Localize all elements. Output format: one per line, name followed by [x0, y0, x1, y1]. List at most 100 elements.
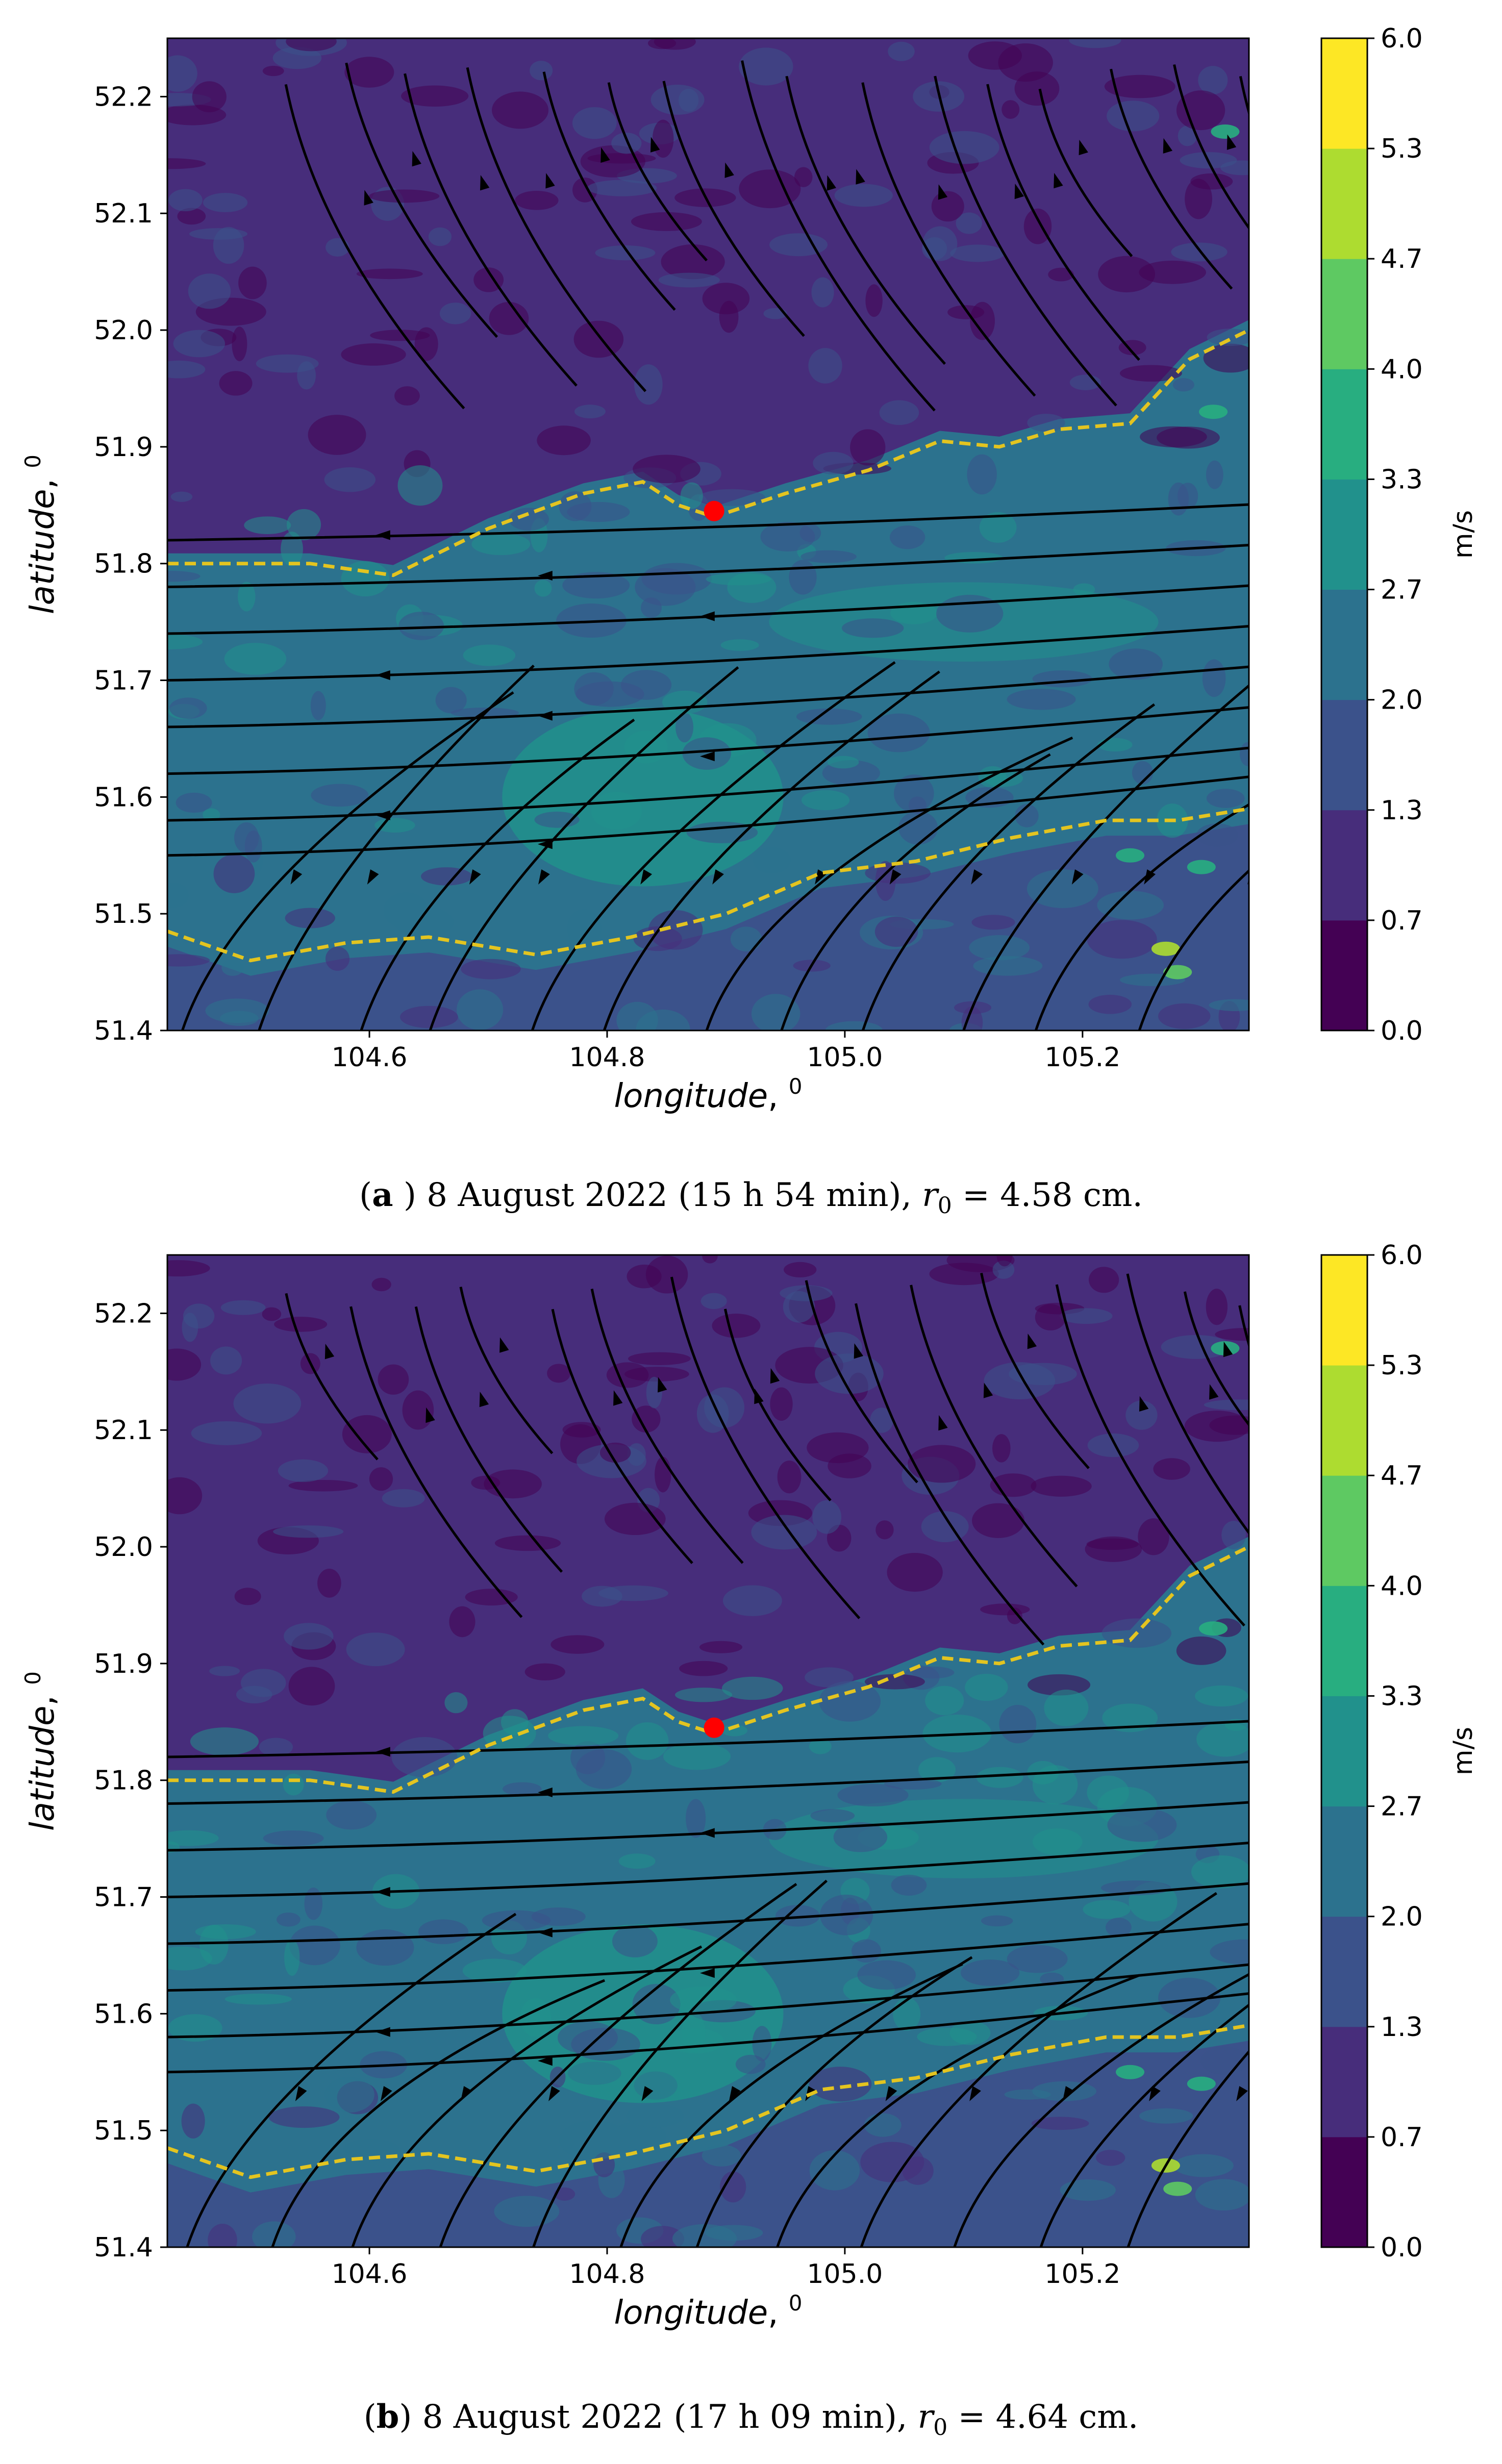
streamline — [780, 753, 1051, 1030]
streamline — [855, 1303, 1045, 1646]
field-texture-blob — [727, 571, 777, 603]
field-texture-blob — [167, 158, 206, 169]
streamline — [986, 84, 1140, 361]
colorbar-segment — [1321, 1806, 1367, 1917]
streamline-arrow — [856, 169, 865, 185]
field-texture-blob — [587, 180, 657, 196]
y-tick-label: 51.5 — [94, 2116, 153, 2146]
field-texture-blob — [259, 1738, 293, 1756]
field-texture-blob — [1015, 804, 1039, 827]
caption-r-sub: 0 — [933, 2414, 948, 2441]
south-shoreline — [167, 2023, 1249, 2179]
field-texture-blob — [1158, 1977, 1221, 2018]
field-texture-blob — [1031, 2117, 1089, 2130]
field-texture-blob — [170, 491, 193, 502]
field-texture-blob — [891, 1874, 927, 1896]
field-texture-blob — [996, 1255, 1013, 1267]
field-texture-blob — [509, 508, 549, 531]
field-texture-blob — [981, 1915, 1013, 1927]
field-texture-blob — [461, 959, 521, 979]
streamline-arrow — [538, 570, 553, 581]
field-texture-blob — [606, 1362, 649, 1388]
streamline — [345, 62, 498, 338]
field-texture-blob — [1096, 2150, 1125, 2166]
field-texture-blob — [1007, 689, 1076, 710]
colorbar-segment — [1321, 2136, 1367, 2248]
field-texture-blob — [739, 47, 793, 86]
field-texture-blob — [1153, 1458, 1190, 1480]
streamline — [860, 1892, 1217, 2247]
field-texture-blob — [209, 1666, 240, 1676]
y-axis-label-unit: 0 — [20, 1671, 45, 1685]
field-texture-blob — [288, 1479, 358, 1492]
streamline-arrow — [1226, 134, 1237, 150]
streamline-arrow — [700, 1968, 715, 1978]
field-texture-blob — [1107, 100, 1160, 132]
streamline — [271, 1979, 606, 2247]
streamline — [167, 775, 1249, 857]
field-texture-blob — [176, 792, 212, 813]
streamline-arrow — [290, 869, 303, 885]
field-texture-blob — [595, 245, 656, 261]
field-texture-blob — [628, 1352, 691, 1366]
field-texture-blob — [1014, 71, 1060, 106]
colorbar-label: m/s — [1448, 510, 1479, 559]
field-texture-blob — [654, 38, 696, 50]
field-texture-blob — [208, 2224, 237, 2247]
field-texture-blob — [860, 2142, 924, 2182]
y-axis-label-comma: , — [24, 1685, 62, 1706]
field-texture-blob — [950, 244, 1005, 262]
streamline-arrow — [969, 2086, 981, 2101]
colorbar-tick-label: 2.7 — [1381, 575, 1423, 606]
field-texture-blob — [618, 1853, 656, 1869]
field-texture-blob — [550, 1635, 605, 1654]
field-texture-blob — [284, 1939, 300, 1976]
field-texture-blob — [813, 451, 854, 475]
streamline — [466, 67, 647, 392]
field-texture-blob — [1031, 1475, 1092, 1497]
streamline — [360, 718, 635, 1030]
field-texture-blob — [263, 1830, 324, 1846]
field-texture-blob — [720, 639, 759, 651]
field-texture-blob — [879, 400, 919, 425]
y-axis-label: latitude, 0 — [20, 1671, 62, 1831]
x-axis-label: longitude, 0 — [614, 1074, 803, 1115]
field-texture-blob — [1161, 1335, 1231, 1359]
colorbar-frame — [1320, 1254, 1368, 2248]
streamline-arrow — [1236, 2086, 1248, 2101]
field-north-region — [167, 1255, 1249, 1782]
field-texture-blob — [721, 1724, 747, 1737]
field-texture-blob — [870, 1407, 893, 1433]
y-axis-label-text: latitude — [24, 1705, 62, 1831]
field-texture-blob — [1158, 1003, 1211, 1029]
field-texture-blob — [221, 959, 244, 976]
field-texture-blob — [979, 512, 1017, 543]
field-texture-blob — [992, 1434, 1011, 1463]
field-texture-blob — [537, 425, 591, 456]
streamline — [1183, 1291, 1249, 1427]
field-texture-blob — [805, 1667, 854, 1688]
streamline — [167, 746, 1249, 822]
field-texture-blob — [918, 1757, 956, 1782]
streamlines — [167, 1273, 1249, 2247]
field-high-speed-spot — [1199, 1621, 1228, 1636]
field-texture-blob — [752, 2026, 772, 2061]
y-tick-label: 51.6 — [94, 1999, 153, 2029]
field-texture-blob — [369, 189, 440, 203]
field-texture-blob — [1204, 1399, 1249, 1411]
field-texture-blob — [220, 1011, 259, 1026]
colorbar-segment — [1321, 699, 1367, 811]
field-texture-blob — [770, 1387, 793, 1421]
speed-field — [167, 1255, 1249, 2247]
field-texture-blob — [401, 85, 469, 107]
field-texture-blob — [893, 1997, 921, 2031]
streamline — [910, 1285, 1078, 1588]
field-texture-blob — [1176, 1636, 1226, 1665]
field-texture-blob — [168, 2014, 222, 2042]
streamline-arrow — [545, 173, 555, 189]
y-tick-label: 51.9 — [94, 1649, 153, 1679]
y-axis-label: latitude, 0 — [20, 455, 62, 614]
field-texture-blob — [1178, 125, 1197, 146]
field-texture-blob — [244, 516, 291, 535]
field-texture-blob — [224, 643, 287, 675]
